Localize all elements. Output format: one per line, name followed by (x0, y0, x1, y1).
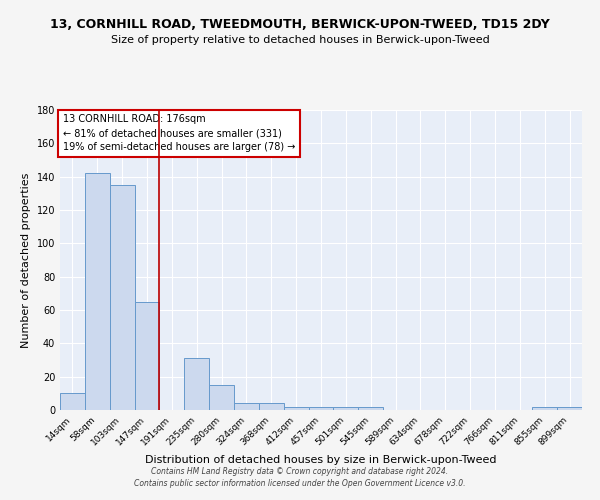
Bar (284, 406, 308, 410)
Bar (184, 358, 209, 410)
Bar (532, 406, 557, 410)
Bar (334, 406, 358, 410)
Bar (85, 174, 110, 410)
Bar (110, 185, 134, 410)
Y-axis label: Number of detached properties: Number of detached properties (21, 172, 31, 348)
X-axis label: Distribution of detached houses by size in Berwick-upon-Tweed: Distribution of detached houses by size … (145, 456, 497, 466)
Text: 13, CORNHILL ROAD, TWEEDMOUTH, BERWICK-UPON-TWEED, TD15 2DY: 13, CORNHILL ROAD, TWEEDMOUTH, BERWICK-U… (50, 18, 550, 30)
Text: Size of property relative to detached houses in Berwick-upon-Tweed: Size of property relative to detached ho… (110, 35, 490, 45)
Bar (234, 404, 259, 410)
Bar (308, 406, 334, 410)
Bar (358, 406, 383, 410)
Bar (557, 406, 582, 410)
Bar (259, 404, 284, 410)
Bar (134, 302, 160, 410)
Text: Contains HM Land Registry data © Crown copyright and database right 2024.
Contai: Contains HM Land Registry data © Crown c… (134, 466, 466, 487)
Text: 13 CORNHILL ROAD: 176sqm
← 81% of detached houses are smaller (331)
19% of semi-: 13 CORNHILL ROAD: 176sqm ← 81% of detach… (62, 114, 295, 152)
Bar (209, 385, 234, 410)
Bar (60, 394, 85, 410)
